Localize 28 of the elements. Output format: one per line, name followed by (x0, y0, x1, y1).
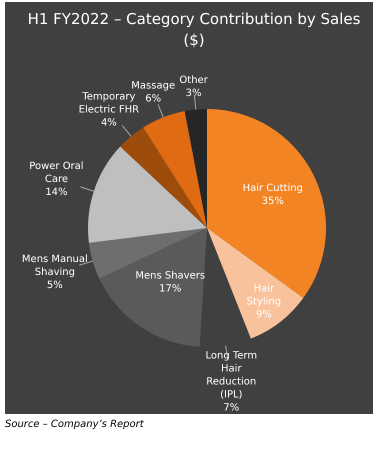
pie-slice (120, 128, 207, 228)
data-label: 7% (223, 402, 240, 414)
slice-label: Power Oral Care (29, 161, 84, 186)
pie-slice (99, 228, 207, 347)
source-note: Source – Company’s Report (5, 419, 145, 430)
data-label: 17% (159, 284, 182, 295)
slice-label: Mens Shavers (135, 270, 206, 282)
slice-label: Hair Cutting (242, 183, 303, 194)
slice-label: Long Term Hair Reduction (IPL) (205, 350, 258, 400)
data-label: 4% (100, 117, 117, 128)
chart-title: H1 FY2022 – Category Contribution by Sales ($) (28, 10, 361, 49)
pie-slice (184, 109, 207, 228)
pie-slice (143, 111, 207, 228)
data-label: 9% (256, 309, 272, 320)
slice-label: Hair Styling (246, 283, 282, 308)
data-label: 14% (45, 187, 68, 198)
pie-slice (88, 228, 207, 279)
data-label: 3% (186, 88, 202, 99)
slice-label: Massage (131, 80, 176, 92)
slice-label: Mens Manual Shaving (22, 254, 88, 278)
pie-slice (207, 109, 326, 298)
data-label: 6% (145, 94, 162, 105)
pie-slice (207, 228, 304, 339)
data-label: 5% (46, 280, 63, 292)
pie-slice (88, 146, 207, 243)
slice-label: Temporary Electric FHR (78, 91, 140, 116)
slice-label: Other (179, 74, 209, 86)
data-label: 35% (262, 196, 284, 208)
